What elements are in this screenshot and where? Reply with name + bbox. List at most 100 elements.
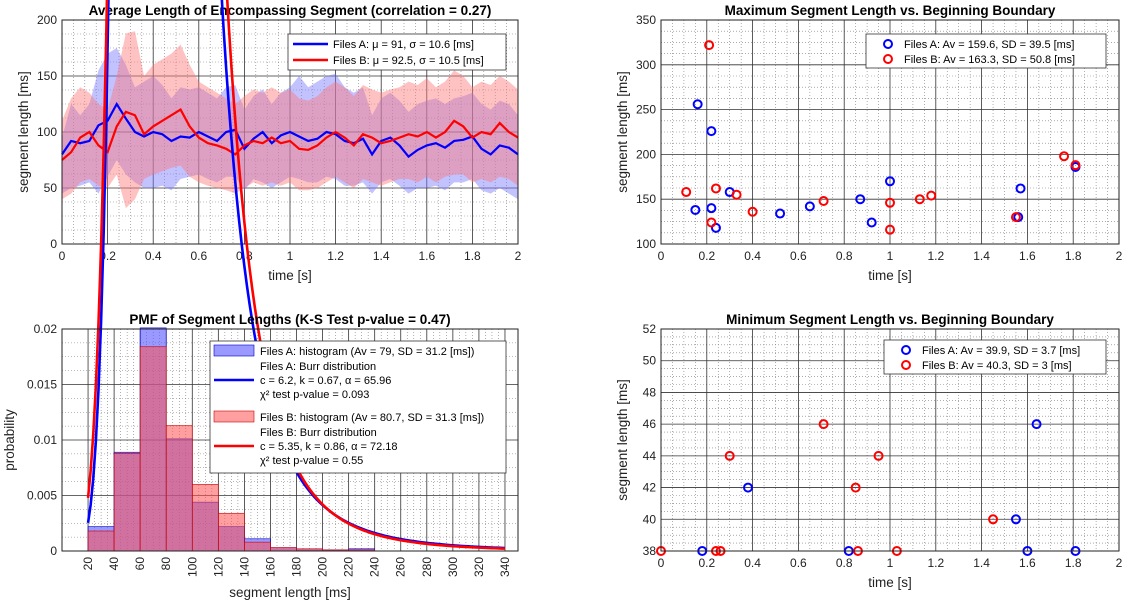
- data-point-files-a: [775, 208, 786, 219]
- y-tick-label: 42: [643, 481, 657, 495]
- legend: Files A: histogram (Av = 79, SD = 31.2 […: [209, 340, 507, 474]
- data-point-files-a: [706, 203, 717, 214]
- x-tick-label: 340: [498, 557, 512, 577]
- data-point-files-b: [1059, 151, 1070, 162]
- y-tick-label: 0.01: [34, 433, 58, 447]
- data-point-files-b: [818, 419, 829, 430]
- x-tick-label: 240: [368, 557, 382, 577]
- y-tick-label: 40: [643, 512, 657, 526]
- legend-entry: Files A: histogram (Av = 79, SD = 31.2 […: [260, 346, 474, 358]
- x-tick-label: 1: [887, 556, 894, 570]
- x-axis-label: time [s]: [868, 575, 912, 590]
- x-tick-label: 2: [1116, 249, 1123, 263]
- x-tick-label: 20: [81, 557, 95, 571]
- x-tick-label: 1.4: [973, 249, 990, 263]
- band-files-a: [62, 48, 518, 200]
- plot-avg: 0 0.2 0.4 0.6 0.8 1 1.2 1.4 1.6 1.8 2050100150200A…: [16, 3, 522, 283]
- series-line-files-b: [61, 108, 519, 161]
- x-tick-label: 1.6: [1019, 556, 1036, 570]
- data-point-files-a: [1010, 514, 1021, 525]
- legend-entry: Files A: μ = 91, σ = 10.6 [ms]: [333, 39, 474, 51]
- chart-title: Average Length of Encompassing Segment (…: [89, 3, 492, 18]
- y-tick-label: 50: [643, 354, 657, 368]
- x-tick-label: 1.4: [373, 249, 390, 263]
- legend-entry: Files B: Av = 163.3, SD = 50.8 [ms]: [904, 54, 1075, 66]
- chart-title: Maximum Segment Length vs. Beginning Bou…: [725, 3, 1056, 18]
- legend-entry: Files A: Av = 39.9, SD = 3.7 [ms]: [922, 345, 1080, 357]
- data-point-files-b: [1070, 160, 1081, 171]
- legend-hist-swatch: [213, 410, 255, 423]
- axes-frame: [61, 328, 519, 552]
- data-point-files-a: [1031, 419, 1042, 430]
- legend: Files A: Av = 39.9, SD = 3.7 [ms] Files B…: [883, 339, 1107, 375]
- data-point-files-b: [914, 194, 925, 205]
- x-tick-label: 0.4: [145, 249, 162, 263]
- x-tick-label: 160: [263, 557, 277, 577]
- y-tick-label: 350: [636, 13, 656, 27]
- x-tick-label: 2: [1116, 556, 1123, 570]
- data-point-files-a: [855, 194, 866, 205]
- y-tick-label: 44: [643, 449, 657, 463]
- y-axis-label: segment length [ms]: [615, 379, 630, 501]
- legend-entry: Files A: Burr distribution: [260, 361, 376, 373]
- axes-frame: [61, 19, 519, 245]
- legend: Files A: μ = 91, σ = 10.6 [ms] Files B: μ…: [287, 33, 507, 71]
- chart-title: PMF of Segment Lengths (K-S Test p-value…: [129, 312, 450, 327]
- legend-entry: Files B: Burr distribution: [260, 427, 377, 439]
- x-tick-label: 0.4: [744, 249, 761, 263]
- data-point-files-b: [704, 40, 715, 51]
- x-tick-label: 1.4: [973, 556, 990, 570]
- x-tick-label: 260: [394, 557, 408, 577]
- x-tick-label: 80: [159, 557, 173, 571]
- y-tick-label: 46: [643, 417, 657, 431]
- x-tick-label: 0.8: [836, 556, 853, 570]
- x-tick-label: 60: [133, 557, 147, 571]
- data-point-files-a: [866, 217, 877, 228]
- x-tick-label: 1: [887, 249, 894, 263]
- x-tick-label: 1.8: [1065, 556, 1082, 570]
- data-point-files-b: [747, 206, 758, 217]
- x-tick-label: 0.6: [790, 249, 807, 263]
- data-point-files-b: [926, 190, 937, 201]
- data-point-files-a: [743, 482, 754, 493]
- hist-bar-files-b: [139, 346, 167, 552]
- data-layer: [681, 40, 1081, 235]
- data-point-files-b: [681, 187, 692, 198]
- y-tick-label: 100: [636, 237, 656, 251]
- data-point-files-b: [818, 195, 829, 206]
- x-tick-label: 1.2: [927, 556, 944, 570]
- hist-bar-files-b: [191, 484, 219, 552]
- data-point-files-b: [850, 482, 861, 493]
- x-tick-label: 1.2: [927, 249, 944, 263]
- hist-bar-files-b: [87, 530, 115, 552]
- legend-marker: [901, 360, 911, 370]
- x-tick-label: 1: [287, 249, 294, 263]
- legend-entry: χ² test p-value = 0.093: [260, 389, 369, 401]
- legend-entry: χ² test p-value = 0.55: [260, 455, 363, 467]
- data-point-files-b: [1010, 212, 1021, 223]
- x-tick-label: 140: [237, 557, 251, 577]
- legend-marker: [883, 54, 893, 64]
- grid: [660, 19, 1120, 245]
- y-tick-label: 150: [37, 69, 57, 83]
- data-point-files-a: [692, 99, 703, 110]
- x-axis-label: time [s]: [268, 268, 312, 283]
- x-axis-label: segment length [ms]: [229, 585, 351, 600]
- data-point-files-a: [885, 176, 895, 187]
- legend-box: [883, 339, 1107, 375]
- x-tick-label: 1.6: [1019, 249, 1036, 263]
- legend-box: [865, 33, 1107, 69]
- x-tick-label: 0.8: [836, 249, 853, 263]
- y-tick-label: 200: [636, 147, 656, 161]
- x-tick-label: 100: [185, 557, 199, 577]
- y-tick-label: 38: [643, 544, 657, 558]
- x-tick-label: 0.4: [744, 556, 761, 570]
- x-tick-label: 0: [658, 249, 665, 263]
- x-tick-label: 180: [290, 557, 304, 577]
- x-tick-label: 0: [59, 249, 66, 263]
- plot-pmf: 20 40 60 80 100 120 140 160 180 200 220 240 260 280 30…: [2, 0, 519, 600]
- x-tick-label: 1.2: [327, 249, 344, 263]
- x-tick-label: 0.2: [698, 249, 715, 263]
- y-tick-label: 300: [636, 58, 656, 72]
- data-point-files-b: [988, 514, 999, 525]
